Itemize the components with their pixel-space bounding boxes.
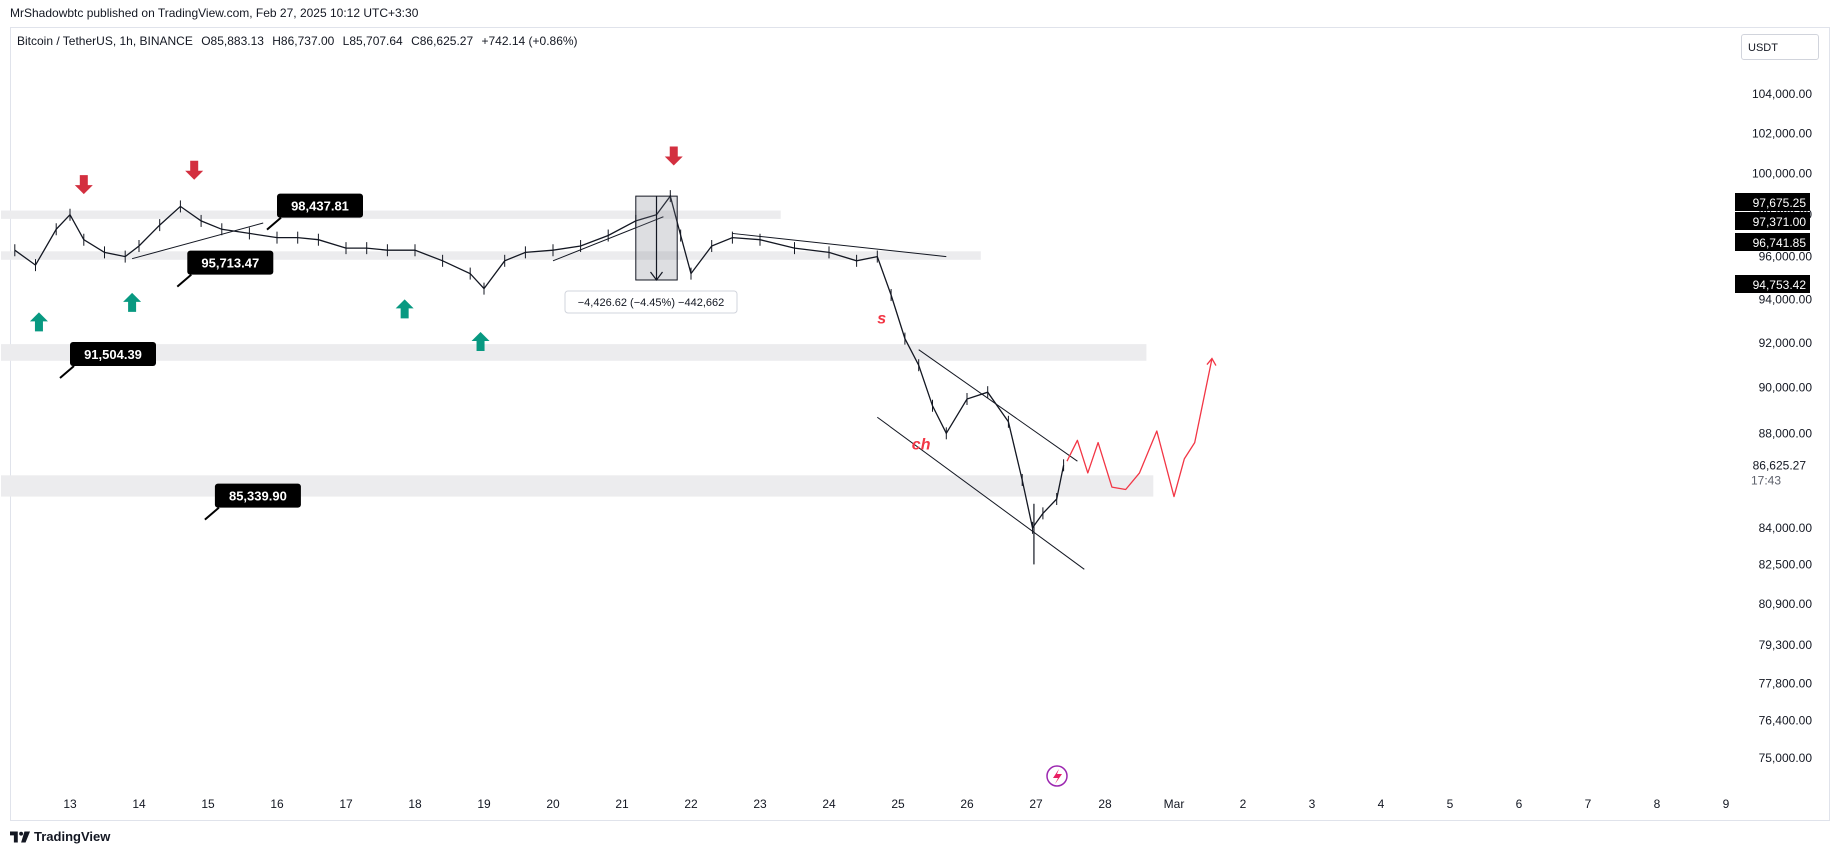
zone-band-1 [1,251,981,260]
legend-low: L85,707.64 [342,34,403,48]
x-tick-label: 21 [615,797,629,811]
y-tick-label: 84,000.00 [1759,521,1813,535]
y-tick-label: 75,000.00 [1759,751,1813,765]
price-badge-box [1735,193,1810,211]
x-tick-label: 4 [1378,797,1385,811]
x-tick-label: 9 [1723,797,1730,811]
down-arrow-icon [664,146,683,166]
lightning-icon[interactable] [1046,765,1068,787]
price-label-box[interactable] [214,483,301,508]
last-price-label: 86,625.27 [1753,458,1807,472]
bar-countdown: 17:43 [1751,473,1781,487]
up-arrow-icon [471,332,490,352]
legend-high: H86,737.00 [272,34,335,48]
price-label-pointer [176,273,192,288]
tradingview-footer[interactable]: TradingView [10,829,110,844]
trend-line[interactable] [732,232,947,258]
price-badge-box [1735,275,1810,293]
x-tick-label: 20 [546,797,560,811]
price-badge: 94,753.42 [1753,278,1807,292]
y-tick-label: 102,000.00 [1752,126,1812,140]
x-tick-label: 28 [1098,797,1112,811]
price-badge-box [1735,212,1810,230]
price-label-box[interactable] [70,341,156,366]
y-tick-label: 79,300.00 [1759,638,1813,652]
currency-unit-selector[interactable]: USDT [1741,34,1819,60]
zone-band-0 [1,210,781,219]
price-label: 98,437.81 [291,199,349,214]
x-tick-label: 2 [1240,797,1247,811]
y-tick-label: 77,800.00 [1759,677,1813,691]
y-tick-label: 92,000.00 [1759,336,1813,350]
zone-band-2 [1,344,1147,361]
x-tick-label: 23 [753,797,767,811]
x-tick-label: 16 [270,797,284,811]
x-tick-label: 5 [1447,797,1454,811]
publisher-line: MrShadowbtc published on TradingView.com… [10,6,419,20]
x-tick-label: 27 [1029,797,1043,811]
x-tick-label: 24 [822,797,836,811]
measure-arrow-head [650,271,663,281]
legend-change: +742.14 (+0.86%) [481,34,578,48]
tradingview-logo-icon [10,830,30,843]
forecast-arrow-head [1206,357,1217,366]
price-badge: 96,741.85 [1753,236,1807,250]
chart-annotation: ch [912,437,931,454]
price-label-box[interactable] [187,250,274,275]
x-tick-label: 13 [63,797,77,811]
measure-label: −4,426.62 (−4.45%) −442,662 [578,297,724,309]
x-tick-label: 17 [339,797,353,811]
up-arrow-icon [29,312,48,332]
price-label: 95,713.47 [201,256,259,271]
x-tick-label: 7 [1585,797,1592,811]
y-tick-label: 88,000.00 [1759,426,1813,440]
x-tick-label: Mar [1164,797,1185,811]
legend-close: C86,625.27 [411,34,474,48]
x-tick-label: 18 [408,797,422,811]
price-badge-box [1735,233,1810,251]
lightning-bolt-icon [1053,769,1062,784]
x-tick-label: 14 [132,797,146,811]
down-arrow-icon [74,175,93,195]
y-tick-label: 104,000.00 [1752,87,1812,101]
x-tick-label: 3 [1309,797,1316,811]
chart-annotation: s [877,310,886,327]
x-tick-label: 15 [201,797,215,811]
x-tick-label: 19 [477,797,491,811]
y-tick-label: 80,900.00 [1759,597,1813,611]
trend-line[interactable] [918,349,1078,462]
legend-symbol[interactable]: Bitcoin / TetherUS, 1h, BINANCE [17,34,193,48]
y-tick-label: 82,500.00 [1759,557,1813,571]
measure-label-box [564,290,738,314]
up-arrow-icon [123,292,142,312]
up-arrow-icon [395,299,414,319]
legend-open: O85,883.13 [201,34,264,48]
trend-line[interactable] [877,416,1085,570]
price-label-pointer [266,216,282,231]
price-badge: 97,675.25 [1753,196,1807,210]
trend-line[interactable] [552,216,664,262]
price-label: 91,504.39 [84,347,142,362]
y-tick-label: 100,000.00 [1752,167,1812,181]
price-badge: 97,371.00 [1753,215,1807,229]
x-tick-label: 26 [960,797,974,811]
y-tick-label: 94,000.00 [1759,292,1813,306]
x-tick-label: 6 [1516,797,1523,811]
x-tick-label: 8 [1654,797,1661,811]
x-tick-label: 22 [684,797,698,811]
down-arrow-icon [185,160,204,180]
y-tick-label: 90,000.00 [1759,381,1813,395]
price-label-box[interactable] [277,193,363,218]
y-tick-label: 96,000.00 [1759,250,1813,264]
trend-line[interactable] [131,222,264,260]
x-tick-label: 25 [891,797,905,811]
price-label-pointer [59,365,75,379]
forecast-path[interactable] [1066,358,1213,498]
footer-brand: TradingView [34,829,111,844]
price-label: 85,339.90 [229,489,287,504]
y-tick-label: 76,400.00 [1759,713,1813,727]
price-label-pointer [204,506,220,521]
symbol-legend: Bitcoin / TetherUS, 1h, BINANCE O85,883.… [17,34,583,48]
